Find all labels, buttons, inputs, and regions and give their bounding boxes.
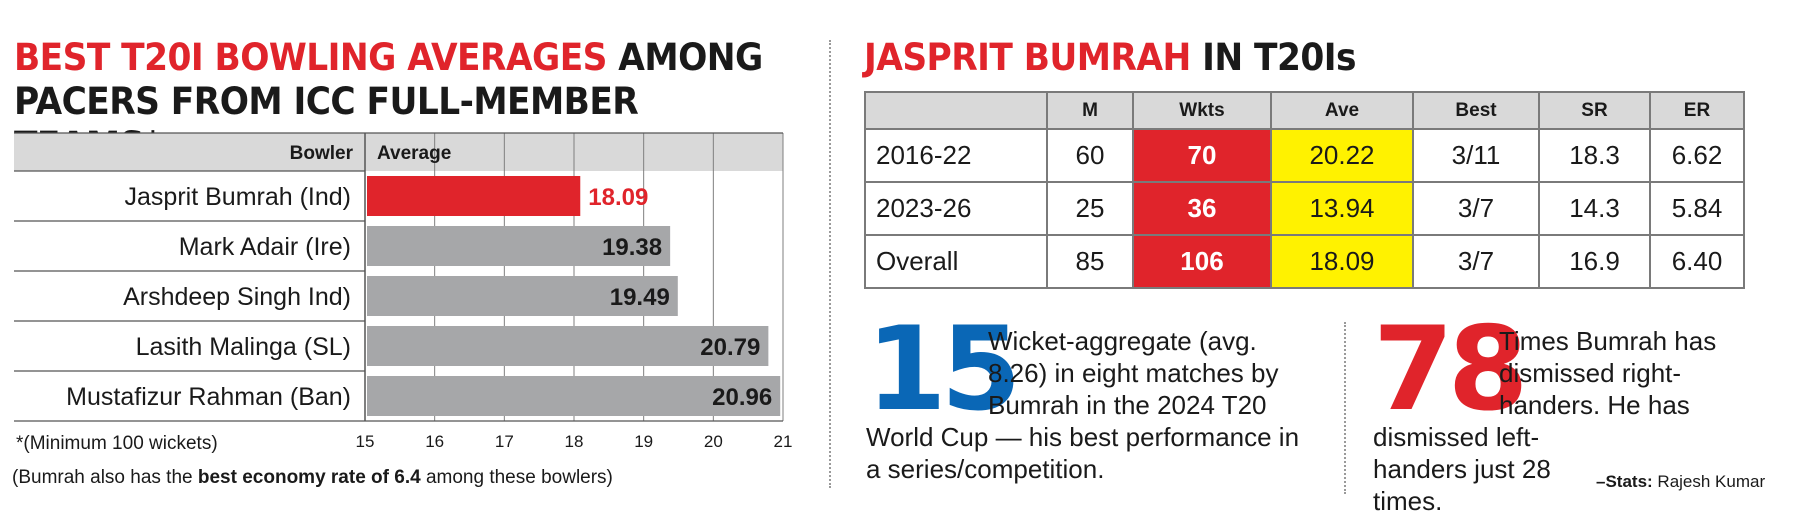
category-label: Lasith Malinga (SL) bbox=[136, 333, 351, 361]
tick-label: 20 bbox=[704, 432, 723, 451]
stats-table: M Wkts Ave Best SR ER 2016-22 60 70 20.2… bbox=[864, 91, 1745, 289]
data-label: 20.96 bbox=[712, 384, 772, 411]
footnote-economy-bold: best economy rate of 6.4 bbox=[197, 467, 421, 488]
chart-header-bg bbox=[14, 133, 783, 171]
tick-label: 19 bbox=[634, 432, 653, 451]
cell-strike-rate: 18.3 bbox=[1538, 128, 1651, 183]
stat-right-handers-text-top: Times Bumrah has dismissed right-handers… bbox=[1499, 326, 1717, 420]
cell-strike-rate: 16.9 bbox=[1538, 234, 1651, 289]
cell-matches: 85 bbox=[1046, 234, 1134, 289]
stat-right-handers-number: 78 bbox=[1373, 302, 1528, 437]
cell-best: 3/7 bbox=[1412, 234, 1540, 289]
cell-best: 3/11 bbox=[1412, 128, 1540, 183]
tick-label: 16 bbox=[425, 432, 444, 451]
cell-wickets: 106 bbox=[1132, 234, 1272, 289]
stat-wickets-number: 15 bbox=[866, 302, 1021, 437]
category-label: Mustafizur Rahman (Ban) bbox=[66, 383, 351, 411]
chart-title: BEST T20I BOWLING AVERAGES AMONG PACERS … bbox=[14, 36, 777, 168]
tick-label: 17 bbox=[495, 432, 514, 451]
table-title-highlight: JASPRIT BUMRAH bbox=[864, 36, 1191, 79]
table-row: 2023-26 25 36 13.94 3/7 14.3 5.84 bbox=[864, 181, 1745, 236]
cell-wickets: 36 bbox=[1132, 181, 1272, 236]
table-header-matches: M bbox=[1046, 91, 1134, 130]
table-header-wickets: Wkts bbox=[1132, 91, 1272, 130]
cell-strike-rate: 14.3 bbox=[1538, 181, 1651, 236]
data-label: 19.49 bbox=[610, 284, 670, 311]
bar bbox=[367, 226, 671, 266]
row-period: 2023-26 bbox=[864, 181, 1048, 236]
bar bbox=[367, 276, 678, 316]
tick-label: 18 bbox=[565, 432, 584, 451]
data-label: 19.38 bbox=[602, 234, 662, 261]
stat-wickets-text-top: Wicket-aggregate (avg. 8.26) in eight ma… bbox=[988, 326, 1279, 420]
cell-wickets: 70 bbox=[1132, 128, 1272, 183]
bar bbox=[367, 376, 781, 416]
table-header-average: Ave bbox=[1270, 91, 1414, 130]
bar bbox=[367, 326, 769, 366]
stats-credit: –Stats: Rajesh Kumar bbox=[1596, 472, 1765, 492]
table-header-row: M Wkts Ave Best SR ER bbox=[864, 91, 1745, 130]
footnote-economy: (Bumrah also has the best economy rate o… bbox=[12, 467, 613, 489]
cell-average: 13.94 bbox=[1270, 181, 1414, 236]
table-title: JASPRIT BUMRAH IN T20Is bbox=[864, 36, 1356, 80]
table-header-best: Best bbox=[1412, 91, 1540, 130]
cell-matches: 25 bbox=[1046, 181, 1134, 236]
footnote-minimum: *(Minimum 100 wickets) bbox=[16, 433, 218, 454]
stat-right-handers-text-bottom: dismissed left-handers just 28 times. bbox=[1373, 422, 1551, 516]
cell-matches: 60 bbox=[1046, 128, 1134, 183]
cell-average: 18.09 bbox=[1270, 234, 1414, 289]
table-header-period bbox=[864, 91, 1048, 130]
footnote-economy-post: among these bowlers) bbox=[420, 467, 613, 488]
stat-wickets-text-bottom: World Cup — his best performance in a se… bbox=[866, 422, 1300, 484]
data-label: 20.79 bbox=[700, 334, 760, 361]
stat-divider bbox=[1344, 322, 1346, 494]
row-period: Overall bbox=[864, 234, 1048, 289]
data-label: 18.09 bbox=[588, 184, 648, 211]
chart-header-average: Average bbox=[377, 143, 451, 164]
table-row: Overall 85 106 18.09 3/7 16.9 6.40 bbox=[864, 234, 1745, 289]
chart-title-rest: AMONG PACERS FROM ICC FULL-MEMBER TEAMS* bbox=[14, 36, 763, 167]
row-period: 2016-22 bbox=[864, 128, 1048, 183]
credit-name: Rajesh Kumar bbox=[1652, 472, 1766, 491]
section-divider bbox=[829, 40, 831, 488]
bar-chart: Bowler Average Jasprit Bumrah (Ind) 18.09 Ma… bbox=[14, 132, 793, 451]
cell-economy: 6.62 bbox=[1649, 128, 1745, 183]
table-row: 2016-22 60 70 20.22 3/11 18.3 6.62 bbox=[864, 128, 1745, 183]
cell-best: 3/7 bbox=[1412, 181, 1540, 236]
credit-label: –Stats: bbox=[1596, 472, 1653, 491]
table-header-economy: ER bbox=[1649, 91, 1745, 130]
tick-label: 21 bbox=[774, 432, 793, 451]
cell-average: 20.22 bbox=[1270, 128, 1414, 183]
chart-title-highlight: BEST T20I BOWLING AVERAGES bbox=[14, 36, 607, 79]
footnote-economy-pre: (Bumrah also has the bbox=[12, 467, 198, 488]
category-label: Arshdeep Singh Ind) bbox=[123, 283, 351, 311]
table-header-strike-rate: SR bbox=[1538, 91, 1651, 130]
cell-economy: 6.40 bbox=[1649, 234, 1745, 289]
chart-header-bowler: Bowler bbox=[290, 143, 354, 164]
table-title-rest: IN T20Is bbox=[1190, 36, 1356, 79]
category-label: Mark Adair (Ire) bbox=[179, 233, 351, 261]
tick-label: 15 bbox=[356, 432, 375, 451]
bar bbox=[367, 176, 581, 216]
cell-economy: 5.84 bbox=[1649, 181, 1745, 236]
category-label: Jasprit Bumrah (Ind) bbox=[125, 183, 351, 211]
